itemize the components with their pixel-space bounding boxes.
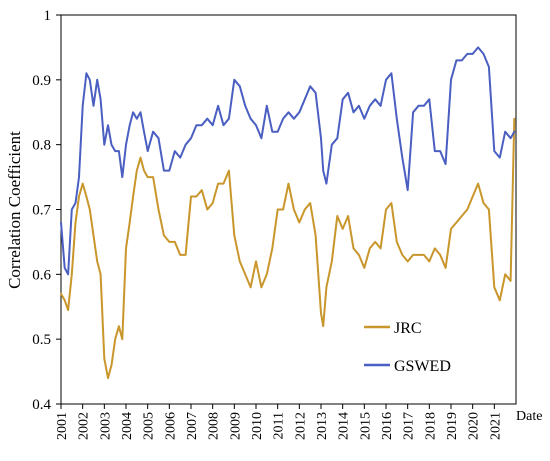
x-tick-label: 2017 <box>402 412 417 440</box>
y-tick-label: 0.7 <box>32 203 51 219</box>
x-tick-label: 2009 <box>228 412 243 440</box>
x-tick-label: 2011 <box>272 412 287 439</box>
x-tick-label: 2013 <box>315 412 330 440</box>
x-tick-label: 2018 <box>423 412 438 440</box>
x-tick-label: 2007 <box>185 412 200 440</box>
y-axis-label: Correlation Coefficient <box>5 131 24 289</box>
x-tick-label: 2012 <box>293 412 308 440</box>
y-tick-label: 0.4 <box>32 397 51 413</box>
x-axis: 2001 2002 2003 2004 2005 2006 2007 2008 2009 2010… <box>55 404 503 440</box>
x-tick-label: 2014 <box>337 412 352 440</box>
legend: JRC GSWED <box>364 320 451 375</box>
plot-frame <box>60 14 517 405</box>
x-tick-label: 2001 <box>55 412 70 440</box>
x-tick-label: 2010 <box>250 412 265 440</box>
x-tick-label: 2016 <box>380 412 395 440</box>
x-tick-label: 2019 <box>445 412 460 440</box>
y-tick-label: 0.8 <box>32 138 51 154</box>
x-axis-label: Date <box>516 409 542 424</box>
x-tick-label: 2021 <box>488 412 503 440</box>
x-tick-label: 2002 <box>77 412 92 440</box>
legend-label-gswed: GSWED <box>394 358 451 375</box>
y-tick-label: 0.5 <box>32 332 51 348</box>
x-tick-label: 2008 <box>207 412 222 440</box>
x-tick-label: 2004 <box>120 412 135 440</box>
y-tick-label: 0.6 <box>32 267 51 283</box>
x-tick-label: 2015 <box>358 412 373 440</box>
y-tick-label: 1 <box>44 8 52 24</box>
series-line-jrc <box>60 117 516 380</box>
x-tick-label: 2006 <box>163 412 178 440</box>
y-axis: 0.4 0.5 0.6 0.7 0.8 0.9 1 <box>32 8 61 413</box>
y-tick-label: 0.9 <box>32 73 51 89</box>
x-tick-label: 2020 <box>467 412 482 440</box>
x-tick-label: 2005 <box>142 412 157 440</box>
legend-label-jrc: JRC <box>394 320 422 337</box>
series-line-gswed <box>60 46 516 276</box>
series-layer <box>60 46 516 380</box>
x-tick-label: 2003 <box>98 412 113 440</box>
